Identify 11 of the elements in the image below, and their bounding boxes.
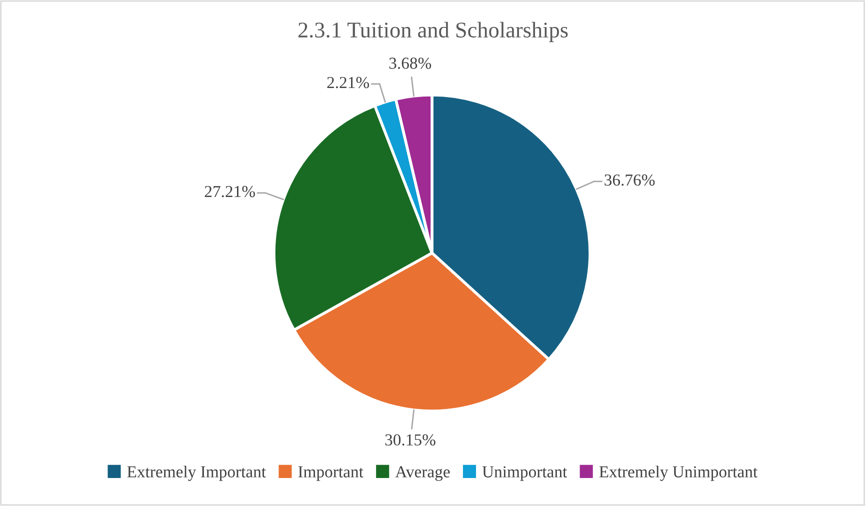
data-label: 3.68% bbox=[389, 58, 432, 69]
data-label: 27.21% bbox=[204, 186, 255, 198]
legend-label: Average bbox=[395, 466, 450, 481]
data-label: 30.15% bbox=[385, 434, 436, 446]
data-label: 2.21% bbox=[327, 76, 370, 88]
data-label: 36.76% bbox=[604, 174, 655, 186]
legend-label: Extremely Unimportant bbox=[599, 466, 758, 481]
chart-title: 2.3.1 Tuition and Scholarships bbox=[298, 22, 568, 42]
legend-label: Unimportant bbox=[482, 466, 568, 481]
legend-label: Important bbox=[298, 466, 364, 481]
legend-label: Extremely Important bbox=[127, 466, 266, 481]
